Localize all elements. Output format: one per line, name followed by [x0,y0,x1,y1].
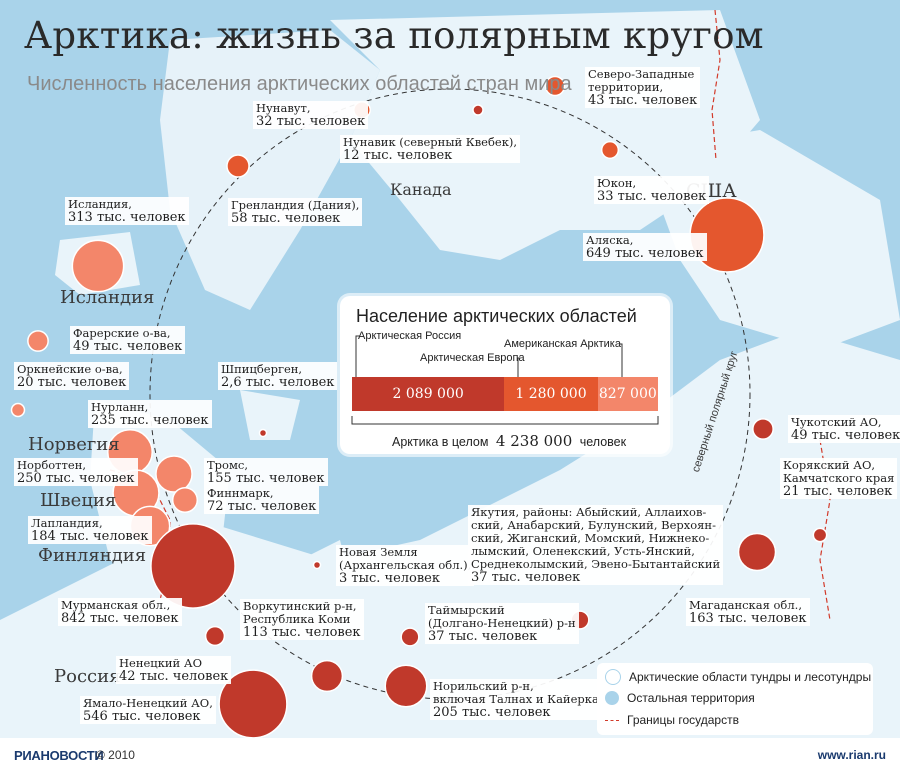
bubble-murmansk [150,523,236,609]
label-greenland: Гренландия (Дания), 58 тыс. человек [228,198,363,226]
country-label-norway: Норвегия [28,434,120,455]
label-novaya-zemlya: Новая Земля (Архангельская обл.), 3 тыс. ч… [336,545,475,586]
label-yukon: Юкон, 33 тыс. человек [594,176,710,204]
map-legend: Арктические области тундры и лесотундры … [597,663,873,735]
bubble-novaya_zemlya [312,560,322,570]
bubble-nenets [204,625,226,647]
label-alaska: Аляска, 649 тыс. человек [583,233,707,261]
bar-segment-0: 2 089 000 [352,377,505,411]
copyright: © 2010 [96,748,135,762]
total-value: 4 238 000 [495,432,573,450]
bubble-nunavik [472,104,484,116]
country-label-sweden: Швеция [40,490,117,511]
label-norilsk: Норильский р-н, включая Талнах и Кайеркан… [430,679,614,720]
label-nunavut: Нунавут, 32 тыс. человек [253,101,369,129]
border-usa-canada [711,9,721,161]
label-murmansk: Мурманская обл., 842 тыс. человек [58,598,182,626]
panel-title: Население арктических областей [356,306,637,326]
label-yamal: Ямало-Ненецкий АО, 546 тыс. человек [80,696,216,724]
label-lapland: Лапландия, 184 тыс. человек [28,516,152,544]
population-summary-panel: Население арктических областей Арктическ… [340,296,670,454]
label-vorkuta: Воркутинский р-н, Республика Коми 113 тыс.… [240,599,364,640]
site-link[interactable]: www.rian.ru [817,748,886,762]
bubble-taimyr [400,627,420,647]
bubble-finnmark [171,486,199,514]
segment-label-europe: Арктическая Европа [420,352,525,364]
label-nunavik: Нунавик (северный Квебек), 12 тыс. челове… [340,135,521,163]
legend-item-tundra: Арктические области тундры и лесотундры [605,669,871,685]
bubble-orkney [10,402,26,418]
label-finnmark: Финнмарк, 72 тыс. человек [204,486,320,514]
label-nwt: Северо-Западные территории, 43 тыс. челове… [585,67,701,108]
segment-label-russia: Арктическая Россия [358,330,462,342]
legend-item-other: Остальная территория [605,691,755,705]
bubble-norilsk [384,664,428,708]
label-chukotka: Чукотский АО, 49 тыс. человек [788,415,900,443]
bubble-magadan [737,532,777,572]
footer: РИАНОВОСТИ © 2010 www.rian.ru [0,738,900,768]
label-magadan: Магаданская обл., 163 тыс. человек [686,598,810,626]
country-label-finland: Финляндия [38,545,147,566]
svalbard-land [240,390,300,440]
bubble-faroe [27,330,49,352]
label-yakutia: Якутия, районы: Абыйский, Аллаихов-ский,… [468,505,724,585]
bubble-vorkuta [310,659,344,693]
ria-logo: РИАНОВОСТИ [14,748,104,763]
bar-segment-2: 827 000 [597,377,658,411]
bubble-chukotka [752,418,774,440]
arctic-circle [149,88,751,700]
label-nenets: Ненецкий АО 42 тыс. человек [116,656,232,684]
label-orkney: Оркнейские о-ва, 20 тыс. человек [14,362,130,390]
label-troms: Тромс, 155 тыс. человек [204,458,328,486]
page-title: Арктика: жизнь за полярным кругом [24,14,764,57]
population-bubbles [10,75,828,739]
label-nordland: Нурланн, 235 тыс. человек [88,400,212,428]
bubble-yamal [218,669,288,739]
label-svalbard: Шпицберген, 2,6 тыс. человек [218,362,338,390]
bubble-troms [155,455,193,493]
segment-label-america: Американская Арктика [504,338,621,350]
label-koryak: Корякский АО, Камчатского края 21 тыс. чел… [780,458,898,499]
label-iceland: Исландия, 313 тыс. человек [65,197,189,225]
label-taimyr: Таймырский (Долгано-Ненецкий) р-н 37 тыс. … [425,603,579,644]
bubble-svalbard [258,428,268,438]
legend-item-borders: Границы государств [605,713,739,727]
label-norrbotten: Норботтен, 250 тыс. человек [14,458,138,486]
bar-segment-1: 1 280 000 [504,377,598,411]
bubble-greenland [226,154,250,178]
total-row: Арктика в целом 4 238 000 человек [392,432,627,450]
bubble-iceland [71,239,125,293]
label-faroe: Фарерские о-ва, 49 тыс. человек [70,326,186,354]
bubble-yukon [600,140,620,160]
greenland-land [160,30,380,310]
country-label-iceland: Исландия [60,287,155,308]
country-label-russia: Россия [54,666,121,687]
country-label-canada: Канада [390,180,452,199]
page-subtitle: Численность населения арктических област… [27,73,572,95]
bubble-nwt [544,75,566,97]
bubble-koryak [812,527,828,543]
